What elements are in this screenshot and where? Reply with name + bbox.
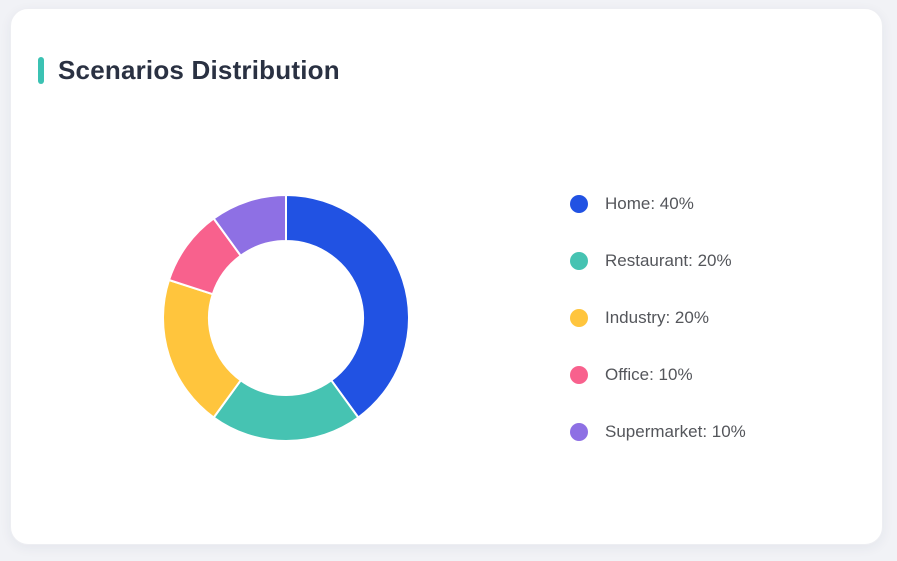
legend-item-supermarket[interactable]: Supermarket: 10% <box>570 423 746 441</box>
donut-segment-supermarket[interactable] <box>212 194 287 257</box>
legend-item-restaurant[interactable]: Restaurant: 20% <box>570 252 746 270</box>
legend-item-home[interactable]: Home: 40% <box>570 195 746 213</box>
donut-chart <box>161 193 411 443</box>
donut-segment-restaurant[interactable] <box>212 379 360 442</box>
chart-legend: Home: 40% Restaurant: 20% Industry: 20% Off… <box>570 195 746 441</box>
title-accent-bar <box>38 56 44 84</box>
card-title: Scenarios Distribution <box>58 55 340 85</box>
legend-label-home: Home: 40% <box>605 194 694 213</box>
industry-legend-dot-icon <box>570 309 588 327</box>
legend-item-industry[interactable]: Industry: 20% <box>570 309 746 327</box>
legend-label-supermarket: Supermarket: 10% <box>605 422 746 441</box>
home-legend-dot-icon <box>570 195 588 213</box>
donut-chart-svg <box>162 194 410 442</box>
restaurant-legend-dot-icon <box>570 252 588 270</box>
office-legend-dot-icon <box>570 366 588 384</box>
card-header: Scenarios Distribution <box>38 56 340 85</box>
scenarios-distribution-card: Scenarios Distribution Home: 40% Restaura… <box>10 8 883 545</box>
legend-item-office[interactable]: Office: 10% <box>570 366 746 384</box>
legend-label-office: Office: 10% <box>605 365 693 384</box>
legend-label-restaurant: Restaurant: 20% <box>605 251 732 270</box>
donut-segment-industry[interactable] <box>162 278 242 419</box>
supermarket-legend-dot-icon <box>570 423 588 441</box>
donut-segment-home[interactable] <box>285 194 410 419</box>
legend-label-industry: Industry: 20% <box>605 308 709 327</box>
